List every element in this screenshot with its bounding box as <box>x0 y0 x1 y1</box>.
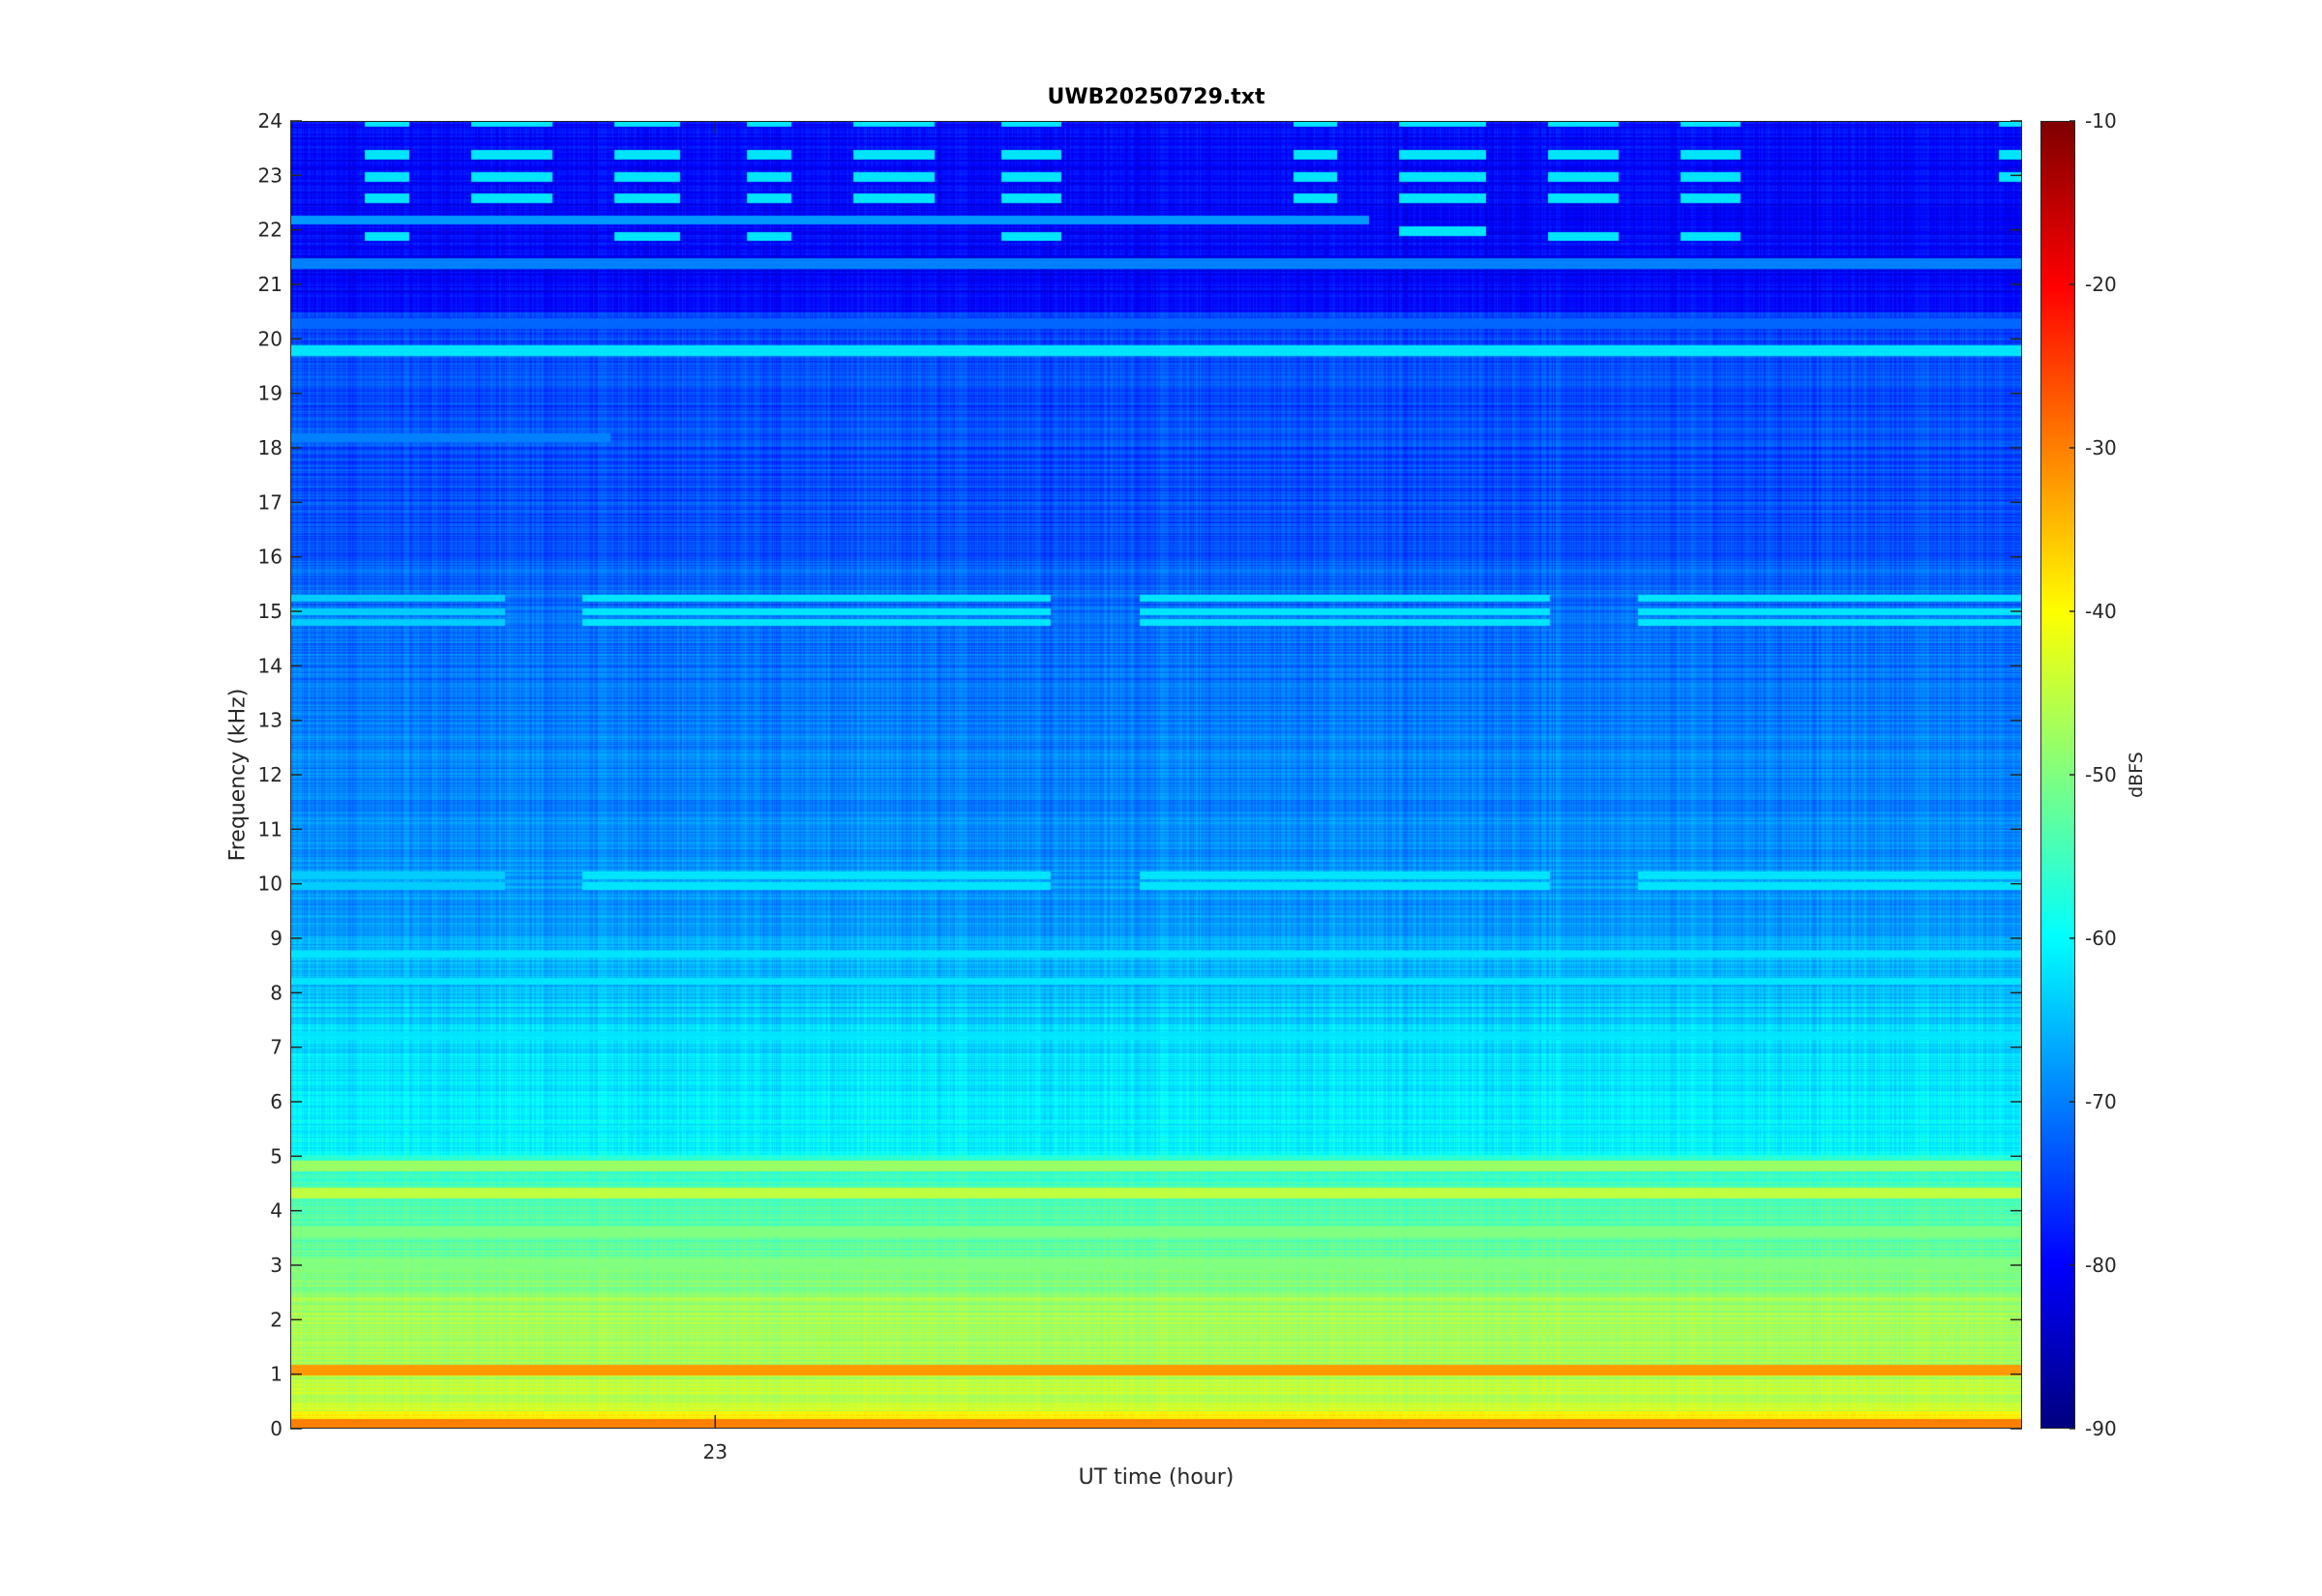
x-tick-label: 23 <box>703 1440 728 1463</box>
y-tick-label: 1 <box>270 1363 283 1386</box>
colorbar-tick-label: -90 <box>2085 1417 2117 1440</box>
y-tick-label: 23 <box>258 163 283 187</box>
y-tick-label: 16 <box>258 546 283 569</box>
y-tick-label: 13 <box>258 709 283 732</box>
y-tick-label: 10 <box>258 872 283 896</box>
chart-title: UWB20250729.txt <box>1047 85 1265 109</box>
y-tick-label: 3 <box>270 1254 283 1277</box>
colorbar-gradient <box>2041 122 2074 1428</box>
spectrogram-heatmap <box>291 122 2021 1428</box>
y-tick-label: 17 <box>258 490 283 514</box>
y-tick-label: 21 <box>258 273 283 296</box>
colorbar-tick-label: -10 <box>2085 109 2117 133</box>
y-tick-label: 12 <box>258 763 283 786</box>
y-tick-label: 7 <box>270 1036 283 1059</box>
y-tick-label: 15 <box>258 600 283 623</box>
y-tick-label: 18 <box>258 436 283 459</box>
y-tick-label: 2 <box>270 1308 283 1331</box>
spectrogram-plot-area <box>290 121 2022 1429</box>
colorbar-tick-label: -80 <box>2085 1254 2117 1277</box>
colorbar-tick-label: -30 <box>2085 436 2117 459</box>
y-tick-label: 5 <box>270 1144 283 1167</box>
y-tick-label: 4 <box>270 1199 283 1223</box>
y-tick-label: 11 <box>258 817 283 841</box>
y-tick-label: 19 <box>258 382 283 405</box>
colorbar-tick-label: -70 <box>2085 1090 2117 1113</box>
colorbar-tick-label: -50 <box>2085 763 2117 786</box>
colorbar-tick-label: -40 <box>2085 600 2117 623</box>
y-tick-label: 8 <box>270 981 283 1004</box>
y-tick-label: 20 <box>258 327 283 350</box>
colorbar-tick-label: -20 <box>2085 273 2117 296</box>
y-tick-label: 14 <box>258 654 283 677</box>
y-tick-label: 0 <box>270 1417 283 1440</box>
y-tick-label: 6 <box>270 1090 283 1113</box>
y-tick-label: 24 <box>258 109 283 133</box>
x-axis-label: UT time (hour) <box>1078 1465 1235 1490</box>
y-tick-label: 22 <box>258 219 283 242</box>
colorbar-tick-label: -60 <box>2085 927 2117 950</box>
y-tick-label: 9 <box>270 927 283 950</box>
colorbar <box>2040 121 2075 1429</box>
